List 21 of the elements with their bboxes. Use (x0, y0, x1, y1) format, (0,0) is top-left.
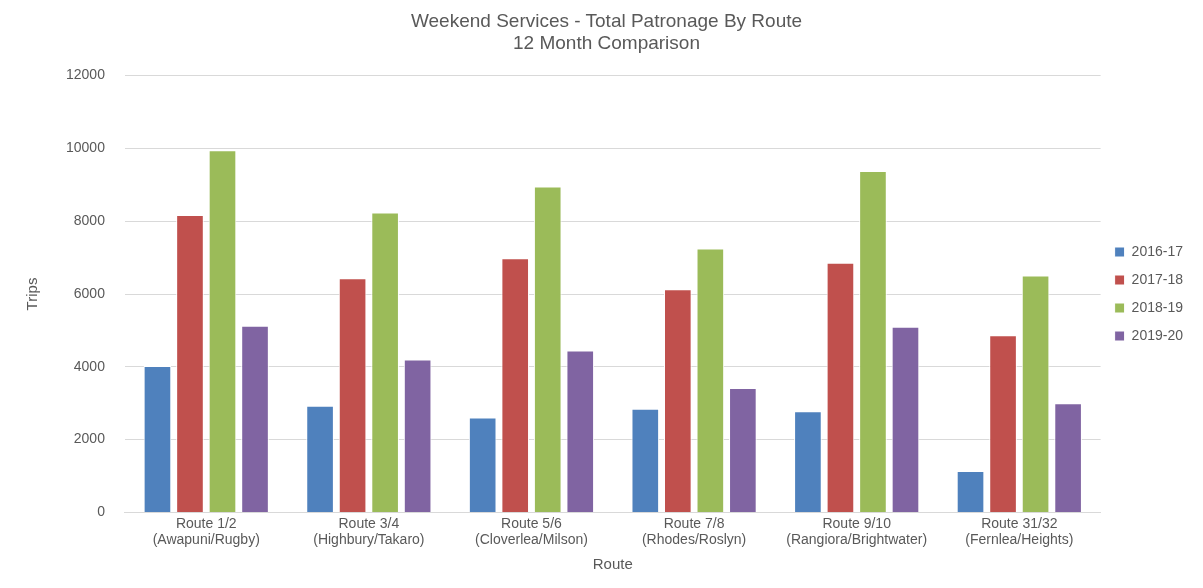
x-tick-label: Route 5/6 (Cloverlea/Milson) (475, 514, 588, 548)
x-axis-title: Route (592, 555, 633, 573)
y-axis-title: Trips (23, 277, 41, 311)
y-tick-label: 2000 (73, 430, 106, 447)
y-tick-label: 0 (97, 503, 106, 520)
legend-label: 2017-18 (1131, 270, 1184, 287)
x-tick-label: Route 7/8 (Rhodes/Roslyn) (641, 514, 747, 548)
chart-title: Weekend Services - Total Patronage By Route (410, 9, 803, 31)
legend-label: 2018-19 (1131, 298, 1184, 315)
y-tick-label: 12000 (65, 66, 106, 83)
y-tick-label: 8000 (73, 212, 106, 229)
y-tick-label: 6000 (73, 284, 106, 301)
y-tick-label: 4000 (73, 357, 106, 374)
legend-label: 2019-20 (1131, 326, 1184, 343)
x-tick-label: Route 1/2 (Awapuni/Rugby) (152, 514, 260, 548)
x-tick-label: Route 9/10 (Rangiora/Brightwater) (786, 514, 928, 548)
y-tick-label: 10000 (65, 139, 106, 156)
chart-subtitle: 12 Month Comparison (513, 32, 700, 54)
x-tick-label: Route 3/4 (Highbury/Takaro) (313, 514, 425, 548)
legend-label: 2016-17 (1131, 242, 1184, 259)
x-tick-label: Route 31/32 (Fernlea/Heights) (965, 514, 1074, 548)
